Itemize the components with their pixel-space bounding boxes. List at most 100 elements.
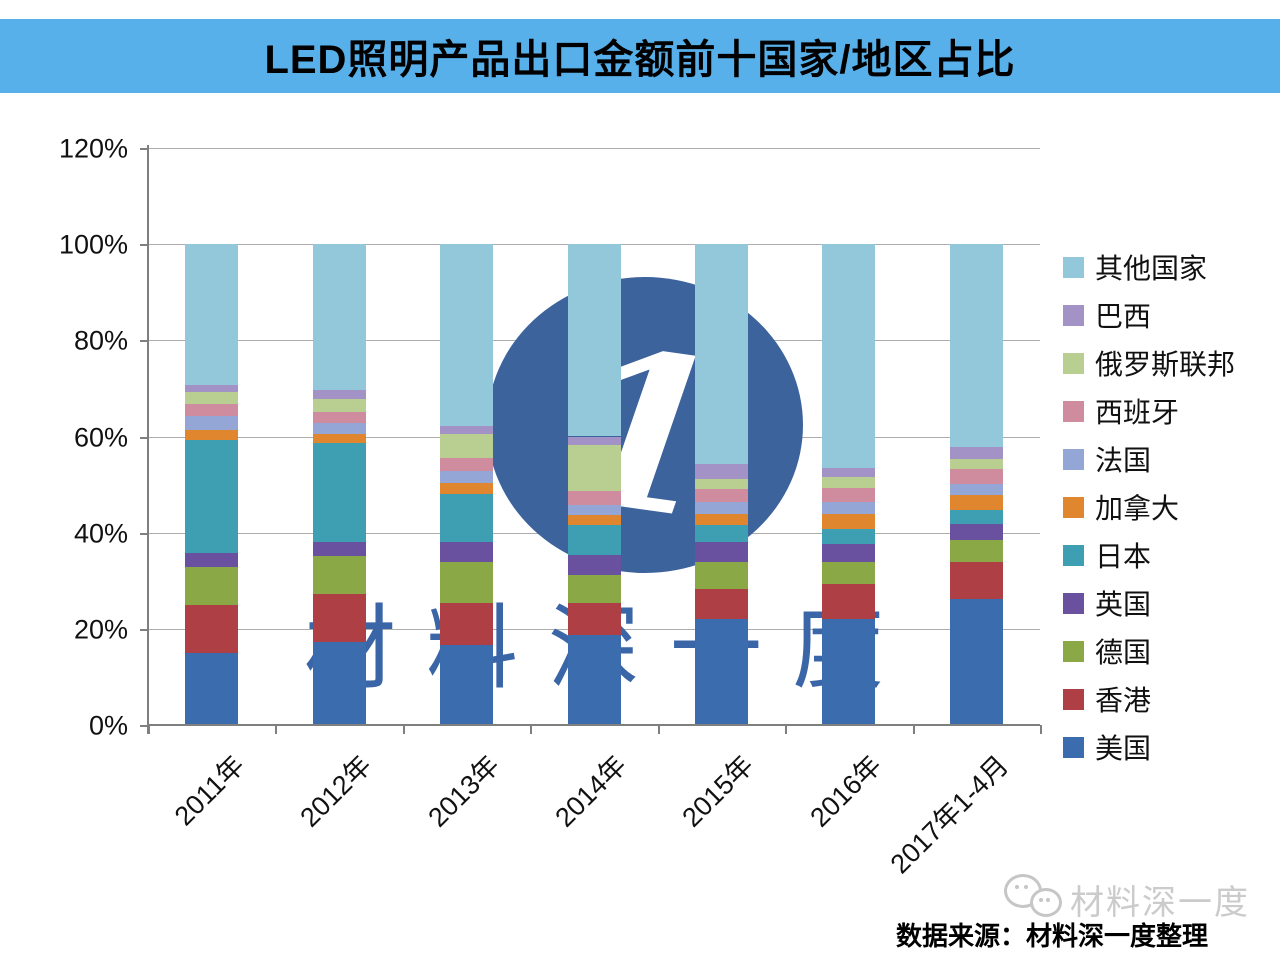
x-axis-label-2015年: 2015年 [676, 749, 760, 833]
legend-label: 德国 [1095, 637, 1152, 668]
legend-label: 俄罗斯联邦 [1095, 349, 1236, 380]
x-axis-label-2014年: 2014年 [549, 749, 633, 833]
bar-segment-香港-2015年 [694, 588, 748, 619]
legend-label: 英国 [1095, 589, 1152, 620]
bar-segment-美国-2011年 [185, 652, 239, 725]
x-axis-label-2011年: 2011年 [168, 749, 250, 832]
bar-segment-美国-2015年 [694, 618, 748, 725]
bar-segment-加拿大-2012年 [312, 433, 366, 443]
bar-segment-西班牙-2013年 [440, 457, 494, 472]
bar-segment-西班牙-2015年 [694, 488, 748, 503]
legend-swatch-icon [1063, 256, 1084, 278]
bar-segment-巴西-2011年 [185, 385, 239, 392]
chart-legend: 其他国家 巴西 俄罗斯联邦 西班牙 法国 加拿大 日本 英国 德国 香港 美国 [1063, 243, 1235, 771]
bar-segment-德国-2016年 [822, 561, 876, 584]
bar-segment-德国-2014年 [567, 574, 621, 604]
legend-swatch-icon [1063, 544, 1084, 566]
bar-segment-法国-2014年 [567, 504, 621, 515]
legend-item-英国: 英国 [1063, 579, 1235, 627]
bar-segment-香港-2017年1-4月 [949, 561, 1003, 599]
legend-swatch-icon [1063, 448, 1084, 470]
bar-segment-英国-2015年 [694, 542, 748, 563]
bar-segment-俄罗斯联邦-2011年 [185, 391, 239, 404]
legend-item-美国: 美国 [1063, 723, 1235, 771]
y-axis-tick-label: 120% [58, 133, 128, 164]
x-axis-tick [275, 725, 278, 734]
legend-item-日本: 日本 [1063, 531, 1235, 579]
bar-segment-其他国家-2015年 [694, 244, 748, 464]
bar-segment-加拿大-2014年 [567, 514, 621, 525]
bar-segment-德国-2011年 [185, 566, 239, 606]
bar-segment-英国-2012年 [312, 541, 366, 557]
bar-segment-日本-2011年 [185, 439, 239, 553]
bar-segment-巴西-2017年1-4月 [949, 447, 1003, 459]
y-axis-tick [140, 340, 148, 343]
bar-segment-法国-2012年 [312, 423, 366, 434]
legend-label: 西班牙 [1095, 397, 1180, 428]
legend-item-巴西: 巴西 [1063, 291, 1235, 339]
bar-segment-西班牙-2012年 [312, 411, 366, 424]
legend-label: 法国 [1095, 445, 1152, 476]
bar-segment-西班牙-2016年 [822, 488, 876, 502]
bar-segment-香港-2011年 [185, 605, 239, 653]
x-axis-tick [657, 725, 660, 734]
x-axis-tick [530, 725, 533, 734]
footer-logo: 材料深一度 [1004, 874, 1250, 924]
bar-segment-巴西-2012年 [312, 390, 366, 399]
bar-segment-巴西-2014年 [567, 436, 621, 445]
legend-swatch-icon [1063, 352, 1084, 374]
x-axis-tick [912, 725, 915, 734]
bar-segment-其他国家-2014年 [567, 244, 621, 437]
chart-title: LED照明产品出口金额前十国家/地区占比 [264, 38, 1016, 82]
bar-segment-加拿大-2015年 [694, 513, 748, 525]
legend-item-德国: 德国 [1063, 627, 1235, 675]
bar-segment-香港-2014年 [567, 603, 621, 636]
bar-segment-法国-2011年 [185, 415, 239, 430]
bar-segment-西班牙-2017年1-4月 [949, 468, 1003, 484]
wechat-logo-icon [1004, 874, 1066, 924]
y-axis-tick [140, 244, 148, 247]
legend-item-俄罗斯联邦: 俄罗斯联邦 [1063, 339, 1235, 387]
bar-segment-加拿大-2017年1-4月 [949, 495, 1003, 511]
bar-segment-日本-2012年 [312, 442, 366, 542]
y-axis-tick [140, 532, 148, 535]
bar-segment-美国-2017年1-4月 [949, 598, 1003, 725]
bar-segment-俄罗斯联邦-2015年 [694, 478, 748, 489]
bar-segment-美国-2014年 [567, 635, 621, 725]
y-axis-tick [140, 725, 148, 727]
watermark-logo-circle: 1 [487, 277, 803, 573]
x-axis-tick [1040, 725, 1042, 734]
legend-label: 日本 [1095, 541, 1152, 572]
bar-segment-英国-2014年 [567, 554, 621, 575]
title-band: LED照明产品出口金额前十国家/地区占比 [0, 19, 1280, 93]
x-axis-label-2017年1-4月: 2017年1-4月 [884, 749, 1015, 880]
bar-segment-加拿大-2011年 [185, 429, 239, 440]
bar-segment-美国-2016年 [822, 618, 876, 725]
y-axis-tick [140, 628, 148, 631]
gridline [148, 148, 1040, 149]
bar-segment-英国-2017年1-4月 [949, 523, 1003, 541]
bar-segment-俄罗斯联邦-2016年 [822, 476, 876, 489]
bar-segment-其他国家-2011年 [185, 244, 239, 386]
y-axis-tick-label: 40% [73, 518, 128, 549]
y-axis-tick-label: 100% [58, 229, 128, 260]
legend-swatch-icon [1063, 304, 1084, 326]
bar-segment-俄罗斯联邦-2013年 [440, 434, 494, 458]
x-axis-tick [148, 725, 150, 734]
y-axis-tick-label: 20% [73, 614, 128, 645]
bar-segment-德国-2017年1-4月 [949, 540, 1003, 562]
bar-segment-巴西-2015年 [694, 463, 748, 479]
legend-swatch-icon [1063, 640, 1084, 662]
bar-segment-德国-2012年 [312, 556, 366, 594]
bar-segment-法国-2015年 [694, 502, 748, 514]
x-axis-label-2013年: 2013年 [421, 749, 505, 833]
x-axis-label-2012年: 2012年 [294, 749, 378, 833]
legend-swatch-icon [1063, 496, 1084, 518]
watermark-logo-glyph: 1 [553, 297, 737, 569]
bar-segment-美国-2012年 [312, 641, 366, 725]
bar-segment-加拿大-2016年 [822, 514, 876, 529]
bar-segment-法国-2017年1-4月 [949, 483, 1003, 496]
x-axis-tick [785, 725, 788, 734]
bar-segment-香港-2013年 [440, 603, 494, 646]
